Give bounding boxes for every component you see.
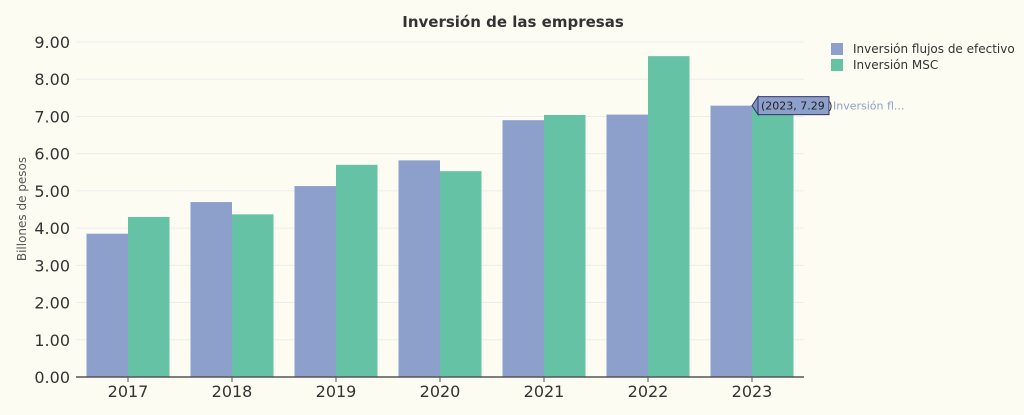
- y-tick-label: 9.00: [34, 33, 70, 52]
- y-tick-label: 0.00: [34, 368, 70, 387]
- legend: Inversión flujos de efectivo Inversión MS…: [831, 42, 1015, 72]
- x-tick-label: 2021: [524, 382, 565, 401]
- tooltip-series-label: Inversión fl...: [833, 100, 904, 113]
- x-tick-label: 2022: [628, 382, 669, 401]
- tooltip-box: [757, 96, 830, 116]
- x-tick-label: 2018: [212, 382, 253, 401]
- bar-msc-2023[interactable]: [752, 105, 794, 378]
- y-tick-label: 4.00: [34, 219, 70, 238]
- legend-swatch: [831, 43, 843, 55]
- bar-flujos-efectivo-2023[interactable]: [710, 105, 753, 378]
- legend-swatch: [831, 59, 843, 71]
- y-tick-label: 6.00: [34, 145, 70, 164]
- legend-label[interactable]: Inversión flujos de efectivo: [853, 42, 1015, 56]
- bar-msc-2020[interactable]: [440, 171, 482, 377]
- bar-flujos-efectivo-2020[interactable]: [398, 160, 441, 377]
- legend-label[interactable]: Inversión MSC: [853, 58, 938, 72]
- bar-flujos-efectivo-2022[interactable]: [606, 114, 649, 377]
- tooltip-value: (2023, 7.29 ): [761, 100, 833, 113]
- axes: 0.00 1.00 2.00 3.00 4.00 5.00 6.00 7.00 8.00 9.00…: [34, 33, 804, 401]
- y-tick-label: 8.00: [34, 70, 70, 89]
- bar-flujos-efectivo-2021[interactable]: [502, 120, 545, 378]
- tooltip: (2023, 7.29 ) Inversión fl...: [751, 94, 904, 117]
- x-tick-label: 2020: [420, 382, 461, 401]
- y-tick-label: 5.00: [34, 182, 70, 201]
- chart-title: Inversión de las empresas: [402, 13, 624, 31]
- bar-flujos-efectivo-2019[interactable]: [294, 186, 337, 377]
- bar-msc-2022[interactable]: [648, 56, 690, 378]
- bar-msc-2021[interactable]: [544, 114, 586, 377]
- y-tick-label: 3.00: [34, 256, 70, 275]
- x-tick-label: 2019: [316, 382, 357, 401]
- bar-msc-2018[interactable]: [232, 214, 274, 377]
- bar-msc-2019[interactable]: [336, 164, 378, 377]
- bars: [86, 56, 794, 378]
- y-tick-label: 1.00: [34, 331, 70, 350]
- bar-flujos-efectivo-2017[interactable]: [86, 233, 129, 377]
- x-tick-label: 2023: [732, 382, 773, 401]
- x-tick-label: 2017: [108, 382, 149, 401]
- y-tick-label: 2.00: [34, 294, 70, 313]
- bar-flujos-efectivo-2018[interactable]: [190, 202, 233, 377]
- bar-msc-2017[interactable]: [128, 216, 170, 377]
- y-tick-label: 7.00: [34, 107, 70, 126]
- y-axis-label: Billones de pesos: [15, 157, 29, 261]
